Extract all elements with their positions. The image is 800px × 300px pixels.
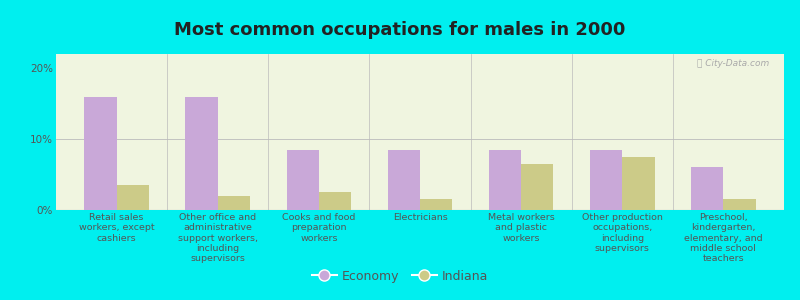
Bar xyxy=(84,97,117,210)
Bar xyxy=(218,196,250,210)
Bar xyxy=(186,97,218,210)
Bar xyxy=(420,200,452,210)
Bar xyxy=(286,150,319,210)
Bar xyxy=(388,150,420,210)
Bar xyxy=(319,192,351,210)
Bar xyxy=(590,150,622,210)
Bar xyxy=(117,185,149,210)
Bar xyxy=(723,200,756,210)
Bar xyxy=(521,164,554,210)
Bar xyxy=(691,167,723,210)
Text: Most common occupations for males in 2000: Most common occupations for males in 200… xyxy=(174,21,626,39)
Legend: Economy, Indiana: Economy, Indiana xyxy=(307,265,493,288)
Bar xyxy=(622,157,654,210)
Text: ⓘ City-Data.com: ⓘ City-Data.com xyxy=(697,59,770,68)
Bar xyxy=(489,150,521,210)
